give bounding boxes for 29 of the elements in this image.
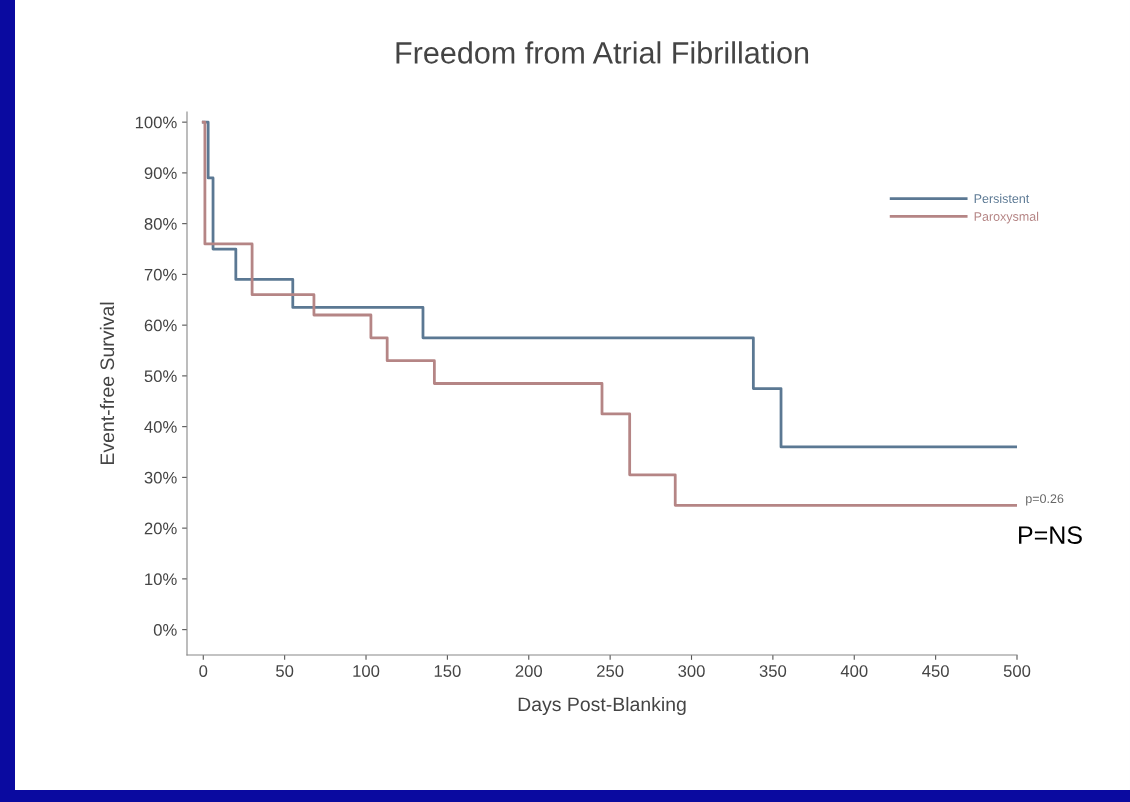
x-tick-label: 250 <box>597 665 624 677</box>
text: P=NS <box>1019 526 1082 544</box>
x-tick-label: 300 <box>678 665 705 677</box>
x-tick-label: 350 <box>759 665 787 677</box>
y-tick-label: 0% <box>153 624 177 636</box>
chart-title: Freedom from Atrial Fibrillation <box>396 41 809 64</box>
x-tick-label: 500 <box>1003 665 1031 677</box>
y-tick-label: 70% <box>144 268 177 281</box>
y-tick-label: 50% <box>144 370 177 383</box>
y-axis-title: Event-free Survival <box>99 302 115 465</box>
y-tick-label: 100% <box>135 116 177 129</box>
y-tick-label: 60% <box>144 319 177 332</box>
y-tick-label: 40% <box>144 421 177 433</box>
x-tick-label: 200 <box>515 665 543 677</box>
x-tick-label: 100 <box>353 665 380 677</box>
x-tick-label: 450 <box>922 665 949 677</box>
x-tick-label: 50 <box>276 665 294 677</box>
x-tick-label: 150 <box>434 665 461 677</box>
x-axis-title: Days Post-Blanking <box>518 696 686 716</box>
text: Paroxysmal <box>974 211 1039 224</box>
y-tick-label: 90% <box>144 167 177 180</box>
y-tick-label: 10% <box>145 573 177 586</box>
y-tick-label: 80% <box>144 218 177 230</box>
text: Persistent <box>974 193 1030 204</box>
x-tick-label: 0 <box>199 665 208 677</box>
y-tick-label: 30% <box>144 471 177 484</box>
y-tick-label: 20% <box>144 522 177 535</box>
text: p=0.26 <box>1026 494 1064 506</box>
x-tick-label: 400 <box>840 665 868 677</box>
